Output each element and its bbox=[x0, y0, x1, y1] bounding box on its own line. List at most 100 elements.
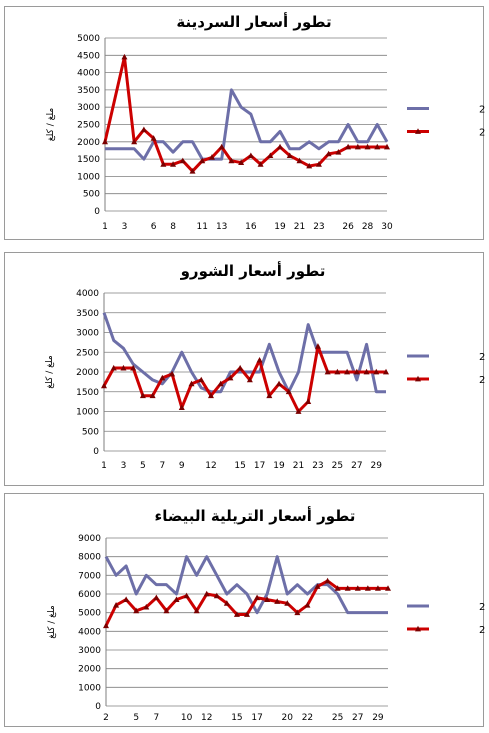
x-tick-label: 11 bbox=[197, 222, 208, 232]
data-point-2015 bbox=[383, 368, 389, 375]
data-point-2015 bbox=[276, 380, 283, 387]
y-tick-label: 3000 bbox=[77, 103, 100, 113]
y-tick-label: 5000 bbox=[78, 609, 101, 619]
y-tick-label: 9000 bbox=[78, 534, 101, 544]
x-tick-label: 6 bbox=[151, 222, 157, 232]
data-point-2015 bbox=[305, 398, 312, 405]
y-tick-label: 3500 bbox=[76, 309, 99, 319]
data-point-2015 bbox=[227, 374, 234, 381]
data-point-2015 bbox=[353, 368, 360, 375]
x-tick-label: 16 bbox=[245, 222, 257, 232]
data-point-2015 bbox=[131, 138, 138, 145]
data-point-2015 bbox=[163, 607, 170, 614]
y-tick-label: 500 bbox=[83, 190, 100, 200]
data-point-2015 bbox=[237, 364, 244, 371]
data-point-2015 bbox=[110, 364, 117, 371]
data-point-2015 bbox=[246, 376, 253, 383]
y-tick-label: 8000 bbox=[78, 553, 101, 563]
data-point-2015 bbox=[123, 596, 130, 602]
chart-svg: تطور أسعار السردينة 0 500 1000 1500 2000 2500 3… bbox=[46, 12, 485, 232]
y-tick-label: 1500 bbox=[76, 388, 99, 398]
data-point-2015 bbox=[354, 143, 361, 150]
legend-marker-2015 bbox=[415, 128, 421, 134]
data-point-2015 bbox=[198, 376, 205, 383]
data-point-2015 bbox=[344, 368, 351, 375]
data-point-2015 bbox=[344, 585, 351, 591]
data-point-2015 bbox=[264, 596, 271, 602]
data-point-2015 bbox=[153, 594, 160, 601]
data-point-2015 bbox=[120, 364, 127, 371]
data-point-2015 bbox=[304, 602, 311, 608]
data-point-2015 bbox=[335, 148, 342, 155]
y-tick-label: 1500 bbox=[77, 155, 100, 165]
y-tick-label: 4000 bbox=[76, 289, 99, 299]
data-point-2015 bbox=[284, 600, 291, 606]
y-tick-label: 4000 bbox=[78, 627, 101, 637]
chart-title: تطور أسعار السردينة bbox=[176, 12, 331, 31]
legend-label-2015: السعر 2015 bbox=[479, 128, 485, 139]
y-tick-label: 0 bbox=[93, 447, 99, 457]
x-tick-label: 27 bbox=[352, 713, 363, 723]
y-tick-label: 2000 bbox=[77, 138, 100, 148]
data-point-2015 bbox=[267, 152, 274, 159]
data-point-2015 bbox=[364, 585, 371, 591]
y-axis-label: ملغ / كلغ bbox=[47, 605, 57, 639]
x-tick-label: 29 bbox=[371, 461, 383, 471]
chart-title: تطور أسعار التريلية البيضاء bbox=[155, 506, 356, 525]
legend-label-2014: السعر 2014 bbox=[479, 105, 485, 116]
y-tick-label: 2000 bbox=[76, 368, 99, 378]
y-tick-label: 1000 bbox=[78, 683, 101, 693]
legend-label-2014: السعر 2014 bbox=[479, 352, 485, 363]
x-tick-label: 17 bbox=[251, 713, 262, 723]
data-point-2015 bbox=[179, 157, 186, 164]
x-tick-label: 30 bbox=[381, 222, 393, 232]
data-point-2015 bbox=[334, 585, 341, 591]
data-point-2015 bbox=[354, 585, 361, 591]
data-point-2015 bbox=[189, 168, 196, 174]
series-line-2014 bbox=[104, 555, 388, 615]
data-point-2015 bbox=[257, 161, 264, 167]
data-point-2015 bbox=[102, 138, 108, 145]
y-tick-label: 4000 bbox=[77, 69, 100, 79]
y-tick-label: 0 bbox=[95, 702, 101, 712]
chart-title: تطور أسعار الشورو bbox=[180, 261, 326, 280]
x-tick-label: 9 bbox=[179, 461, 185, 471]
data-point-2015 bbox=[203, 590, 210, 597]
x-tick-label: 1 bbox=[101, 461, 107, 471]
y-tick-label: 500 bbox=[82, 427, 99, 437]
data-point-2015 bbox=[149, 392, 156, 399]
x-tick-label: 12 bbox=[201, 713, 212, 723]
legend-label-2015: السعر 2015 bbox=[479, 375, 485, 386]
legend-marker-2015 bbox=[415, 375, 421, 382]
data-point-2015 bbox=[314, 343, 321, 349]
x-tick-label: 1 bbox=[102, 222, 108, 232]
x-tick-label: 2 bbox=[103, 713, 109, 723]
data-point-2015 bbox=[133, 607, 140, 614]
x-tick-label: 23 bbox=[312, 461, 323, 471]
x-tick-label: 3 bbox=[121, 461, 127, 471]
x-tick-label: 19 bbox=[273, 461, 285, 471]
data-point-2015 bbox=[274, 598, 281, 604]
y-tick-label: 2000 bbox=[78, 665, 101, 675]
data-point-2015 bbox=[173, 596, 180, 602]
data-point-2015 bbox=[286, 152, 293, 159]
data-point-2015 bbox=[384, 143, 390, 150]
data-point-2015 bbox=[207, 392, 214, 399]
data-point-2015 bbox=[247, 152, 254, 159]
chart-panel-sardine: تطور أسعار السردينة 0 500 1000 1500 2000 2500 3… bbox=[4, 6, 485, 240]
x-tick-label: 27 bbox=[351, 461, 362, 471]
chart-svg: تطور أسعار الشورو 0 500 1000 1500 2000 2500 300… bbox=[45, 261, 485, 471]
y-tick-label: 4500 bbox=[77, 51, 100, 61]
data-point-2015 bbox=[296, 157, 303, 164]
data-point-2015 bbox=[150, 135, 157, 141]
data-point-2015 bbox=[199, 157, 206, 164]
x-tick-label: 5 bbox=[133, 713, 139, 723]
y-tick-label: 3500 bbox=[77, 86, 100, 96]
data-point-2015 bbox=[193, 607, 200, 614]
data-point-2015 bbox=[113, 602, 120, 608]
x-tick-label: 23 bbox=[313, 222, 324, 232]
data-point-2015 bbox=[315, 161, 322, 167]
data-point-2015 bbox=[256, 356, 263, 363]
x-tick-label: 19 bbox=[274, 222, 286, 232]
y-tick-label: 0 bbox=[94, 207, 100, 217]
